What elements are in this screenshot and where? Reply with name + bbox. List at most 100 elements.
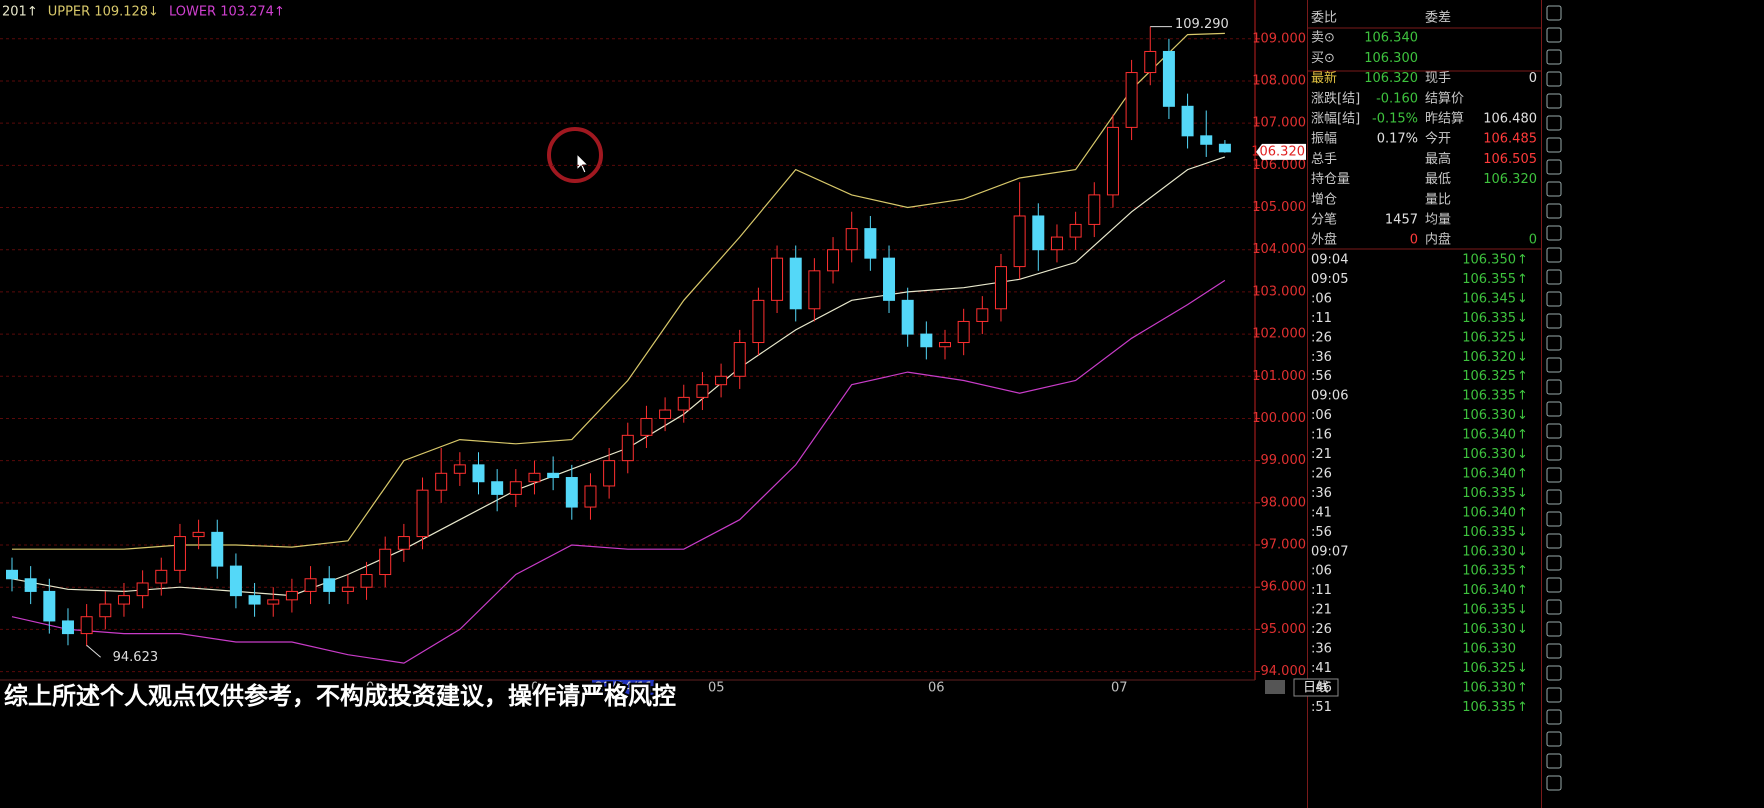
y-tick-label: 104.000	[1252, 242, 1306, 257]
band-line	[11, 279, 1226, 664]
toolbar-icon[interactable]	[1546, 379, 1562, 395]
toolbar-icon[interactable]	[1546, 5, 1562, 21]
quote-label: 最高	[1425, 151, 1451, 167]
toolbar-icon[interactable]	[1546, 731, 1562, 747]
quote-label: 持仓量	[1311, 172, 1350, 187]
tick-price: 106.345	[1462, 291, 1516, 306]
toolbar-icon[interactable]	[1546, 467, 1562, 483]
tick-price: 106.335	[1462, 311, 1516, 326]
x-tick-label: 06	[928, 681, 945, 696]
tick-arrow: ↑	[1517, 428, 1528, 443]
toolbar-icon[interactable]	[1546, 489, 1562, 505]
toolbar-icon[interactable]	[1546, 445, 1562, 461]
candle-body	[491, 481, 504, 495]
quote-label: 增仓	[1311, 192, 1337, 207]
candle-body	[1218, 143, 1231, 153]
tick-time: :06	[1311, 291, 1332, 306]
x-tick-label: 04	[531, 681, 548, 696]
annotation: 109.290	[1175, 17, 1229, 32]
y-tick-label: 94.000	[1261, 664, 1307, 679]
quote-value: 0	[1529, 233, 1537, 248]
toolbar-icon[interactable]	[1546, 335, 1562, 351]
tick-time: :36	[1311, 642, 1332, 657]
tick-price: 106.330	[1462, 544, 1516, 559]
candle-body	[509, 481, 522, 495]
quote-value: -0.160	[1376, 91, 1418, 106]
candle-body	[789, 257, 802, 310]
tick-time: :56	[1311, 525, 1332, 540]
tick-arrow: ↓	[1517, 311, 1528, 326]
toolbar-icon[interactable]	[1546, 225, 1562, 241]
tick-price: 106.325	[1462, 330, 1516, 345]
candle-body	[61, 620, 74, 635]
toolbar-icon[interactable]	[1546, 533, 1562, 549]
y-tick-label: 99.000	[1261, 453, 1307, 468]
scrollbar[interactable]	[1265, 680, 1285, 694]
toolbar-icon[interactable]	[1546, 577, 1562, 593]
toolbar-icon[interactable]	[1546, 181, 1562, 197]
y-tick-label: 109.000	[1252, 31, 1306, 46]
period-button[interactable]	[1293, 678, 1339, 697]
tick-price: 106.340	[1462, 583, 1516, 598]
toolbar-icon[interactable]	[1546, 775, 1562, 791]
tick-arrow: ↑	[1517, 369, 1528, 384]
toolbar-icon[interactable]	[1546, 313, 1562, 329]
period-label[interactable]: 日线	[1303, 681, 1329, 696]
quote-value: 106.505	[1483, 152, 1537, 167]
tick-price: 106.320	[1462, 350, 1516, 365]
last-price-label: 106.320	[1251, 144, 1305, 159]
candle-body	[1181, 105, 1194, 137]
toolbar-icon[interactable]	[1546, 555, 1562, 571]
quote-label: 最低	[1425, 172, 1451, 187]
toolbar-icon[interactable]	[1546, 511, 1562, 527]
quote-label: 均量	[1425, 213, 1451, 228]
candle-body	[528, 472, 541, 483]
toolbar-icon[interactable]	[1546, 115, 1562, 131]
tick-time: :21	[1311, 603, 1332, 618]
cursor	[576, 152, 590, 174]
toolbar-icon[interactable]	[1546, 291, 1562, 307]
toolbar-icon[interactable]	[1546, 159, 1562, 175]
toolbar-icon[interactable]	[1546, 357, 1562, 373]
tick-time: :06	[1311, 408, 1332, 423]
toolbar-icon[interactable]	[1546, 203, 1562, 219]
candle-body	[659, 409, 672, 419]
toolbar-icon[interactable]	[1546, 621, 1562, 637]
toolbar-icon[interactable]	[1546, 27, 1562, 43]
toolbar-icon[interactable]	[1546, 423, 1562, 439]
cursor-ring	[547, 127, 603, 183]
toolbar-icon[interactable]	[1546, 137, 1562, 153]
toolbar-icon[interactable]	[1546, 49, 1562, 65]
tick-arrow: ↓	[1517, 661, 1528, 676]
candle-body	[24, 578, 37, 592]
toolbar-icon[interactable]	[1546, 753, 1562, 769]
y-tick-label: 97.000	[1261, 538, 1307, 553]
toolbar-icon[interactable]	[1546, 709, 1562, 725]
toolbar-icon[interactable]	[1546, 401, 1562, 417]
toolbar-icon[interactable]	[1546, 71, 1562, 87]
tick-price: 106.325	[1462, 661, 1516, 676]
quote-value: 106.320	[1483, 172, 1537, 187]
candle-body	[696, 384, 709, 398]
candle-body	[715, 375, 728, 386]
toolbar-icon[interactable]	[1546, 247, 1562, 263]
toolbar-icon[interactable]	[1546, 599, 1562, 615]
tick-time: :36	[1311, 486, 1332, 501]
tick-arrow: ↑	[1517, 389, 1528, 404]
toolbar-icon[interactable]	[1546, 687, 1562, 703]
tick-arrow: ↑	[1517, 466, 1528, 481]
tick-arrow: ↑	[1517, 700, 1528, 715]
toolbar-icon[interactable]	[1546, 643, 1562, 659]
tick-time: :26	[1311, 466, 1332, 481]
candle-body	[1200, 135, 1213, 145]
toolbar-icon[interactable]	[1546, 665, 1562, 681]
tick-price: 106.340	[1462, 466, 1516, 481]
tick-price: 106.330	[1462, 447, 1516, 462]
toolbar-icon[interactable]	[1546, 269, 1562, 285]
toolbar-icon[interactable]	[1546, 93, 1562, 109]
tick-time: :41	[1311, 505, 1332, 520]
candle-body	[285, 590, 298, 601]
y-tick-label: 107.000	[1252, 116, 1306, 131]
quote-value: 106.485	[1483, 132, 1537, 147]
